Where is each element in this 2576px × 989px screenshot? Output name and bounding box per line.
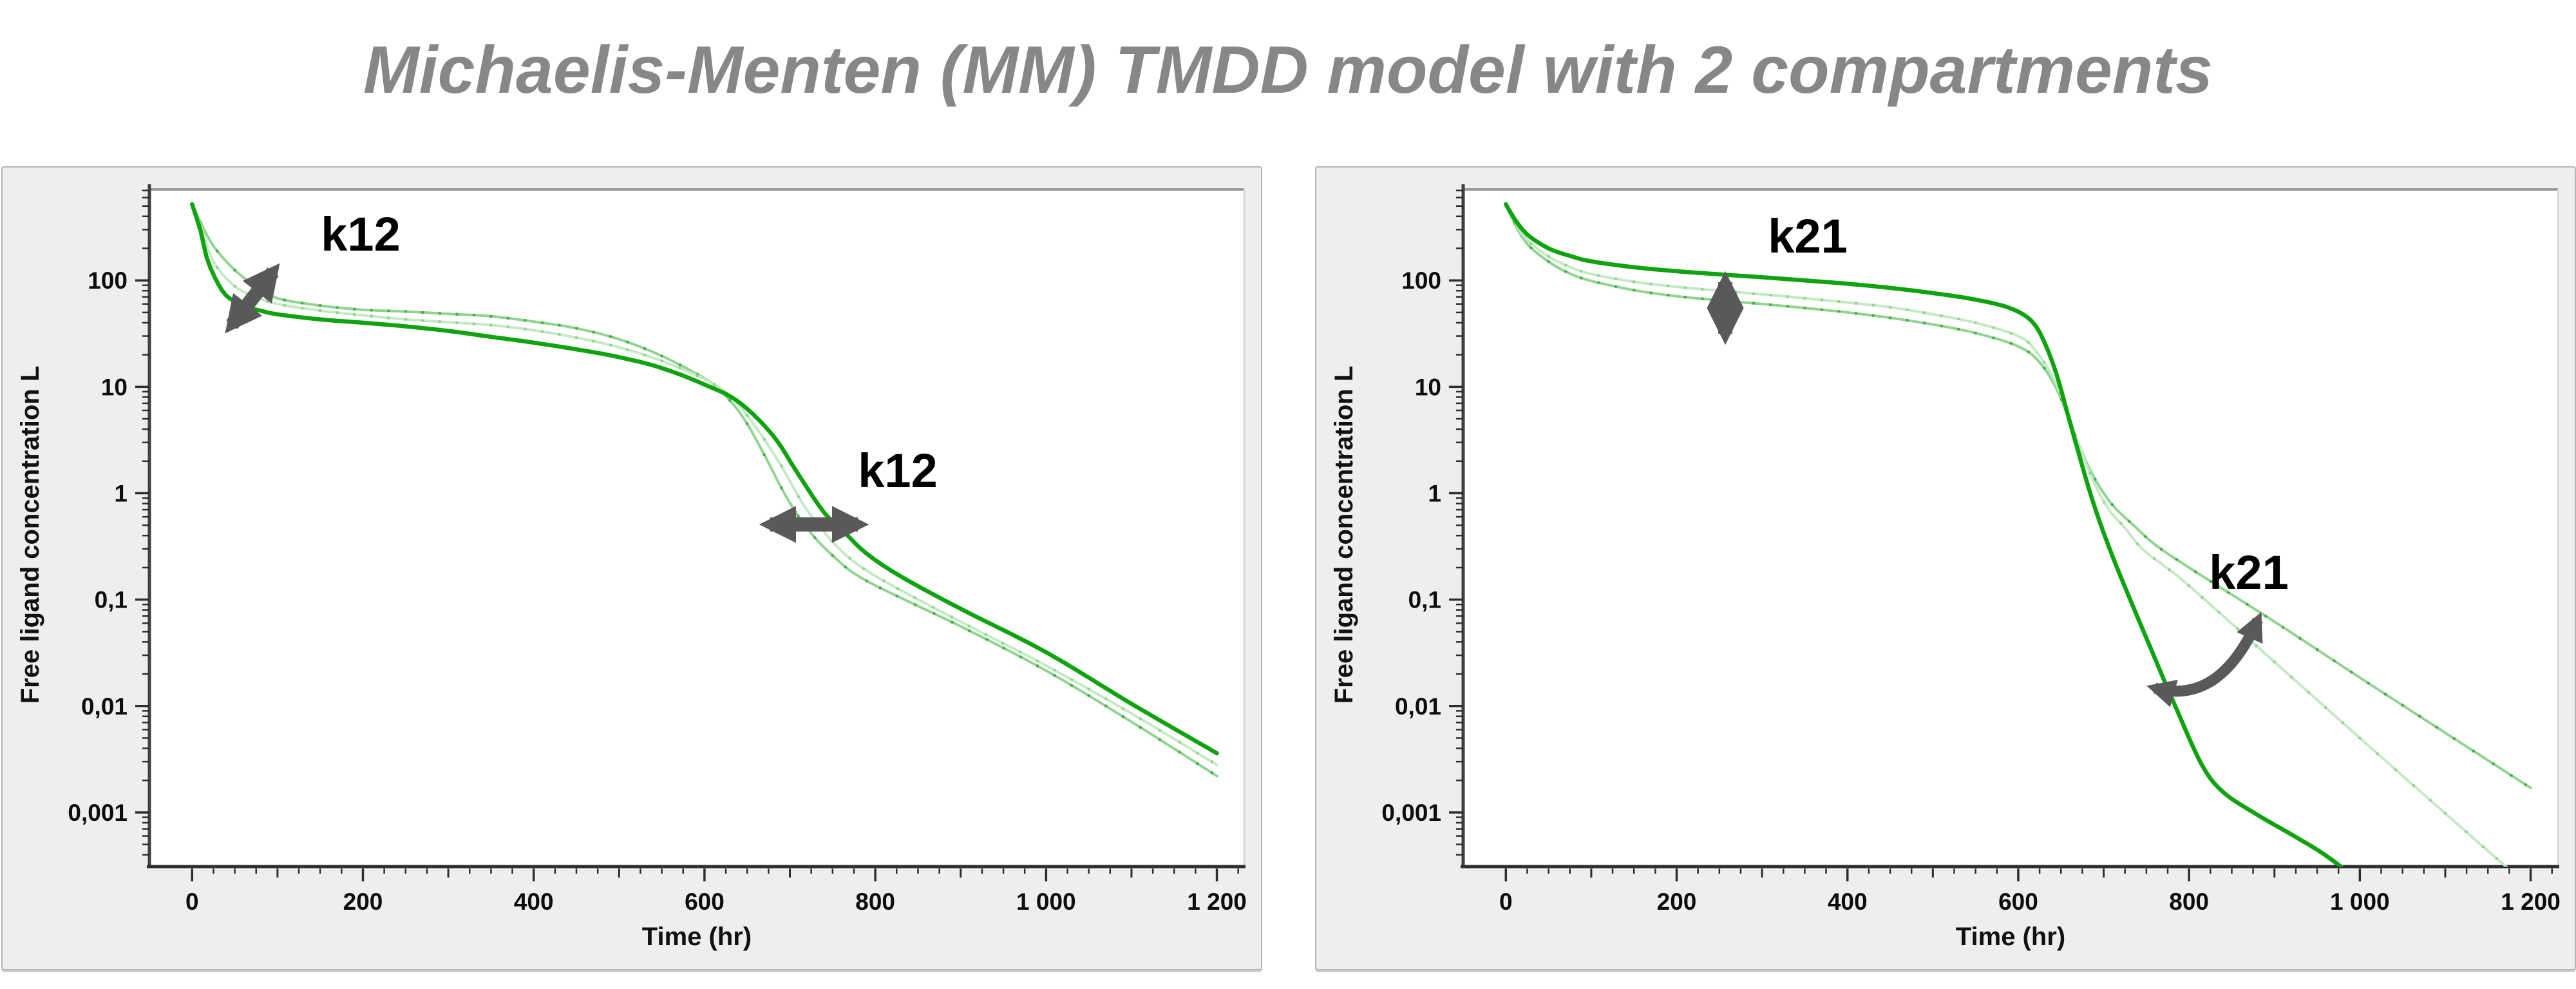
x-tick-label: 600 (685, 888, 724, 915)
y-axis: 100 10 1 0,1 0,01 0,001 Free ligand concentrat… (1330, 184, 1465, 867)
plot-area (1464, 189, 2558, 867)
annotation-curved-arrow (2146, 611, 2263, 707)
x-tick-label: 600 (1998, 888, 2038, 915)
series-group (190, 202, 1219, 778)
x-tick-label: 200 (1657, 888, 1697, 915)
annotation-arrow (225, 263, 280, 334)
y-tick-label: 0,1 (1408, 587, 1441, 613)
x-axis: 0 200 400 600 800 1 000 1 200 Time (hr) (1461, 865, 2561, 951)
x-tick-label: 400 (514, 888, 554, 915)
plot-area (151, 189, 1244, 867)
x-tick-label: 1 200 (2501, 888, 2561, 915)
series-solid-right-2 (1504, 202, 2345, 867)
x-tick-label: 200 (343, 888, 383, 915)
annotation-label: k21 (2209, 546, 2288, 599)
left-plot-panel: 100 10 1 0,1 0,01 0,001 Free ligand concentrat… (1, 166, 1262, 970)
right-plot-panel: 100 10 1 0,1 0,01 0,001 Free ligand concentrat… (1315, 166, 2576, 970)
series-solid-left-2 (190, 202, 1219, 756)
y-axis-title: Free ligand concentration L (16, 366, 44, 704)
x-tick-label: 400 (1828, 888, 1868, 915)
y-axis-title: Free ligand concentration L (1330, 366, 1358, 704)
annotation-label: k12 (321, 207, 400, 261)
x-tick-label: 0 (1499, 888, 1513, 915)
y-tick-label: 10 (101, 374, 128, 400)
left-chart: 100 10 1 0,1 0,01 0,001 Free ligand concentrat… (16, 184, 1247, 951)
series-point-markers (1513, 220, 2498, 860)
right-chart: 100 10 1 0,1 0,01 0,001 Free ligand concentrat… (1330, 184, 2561, 951)
annotation-label: k12 (858, 444, 937, 497)
y-tick-label: 100 (88, 267, 128, 294)
x-tick-label: 800 (2169, 888, 2209, 915)
y-tick-label: 0,1 (95, 587, 128, 613)
x-axis: 0 200 400 600 800 1 000 1 200 Time (hr) (147, 865, 1247, 951)
annotations: k21 k21 (1707, 209, 2289, 707)
series-group (1504, 202, 2532, 867)
annotation-label: k21 (1768, 209, 1847, 263)
x-tick-label: 800 (855, 888, 895, 915)
y-axis: 100 10 1 0,1 0,01 0,001 Free ligand concentrat… (16, 184, 151, 867)
y-tick-label: 0,001 (1381, 800, 1441, 826)
x-axis-title: Time (hr) (1956, 923, 2065, 951)
page-title: Michaelis-Menten (MM) TMDD model with 2 … (363, 33, 2213, 108)
series-light-left-1 (191, 203, 1218, 767)
y-tick-label: 0,001 (68, 800, 128, 826)
series-point-markers (1513, 222, 2527, 787)
x-tick-label: 1 000 (1016, 888, 1076, 915)
series-medium-right-0 (1504, 203, 2532, 789)
x-tick-label: 0 (185, 888, 199, 915)
y-tick-label: 10 (1415, 374, 1441, 400)
y-tick-label: 1 (1428, 480, 1441, 506)
x-tick-label: 1 200 (1187, 888, 1247, 915)
y-tick-label: 0,01 (81, 693, 128, 720)
x-tick-label: 1 000 (2330, 888, 2390, 915)
annotations: k12 k12 (225, 207, 938, 543)
x-axis-title: Time (hr) (642, 923, 752, 951)
series-light-right-1 (1504, 203, 2508, 867)
y-tick-label: 100 (1401, 267, 1441, 294)
y-tick-label: 0,01 (1395, 693, 1441, 720)
y-tick-label: 1 (114, 480, 128, 506)
